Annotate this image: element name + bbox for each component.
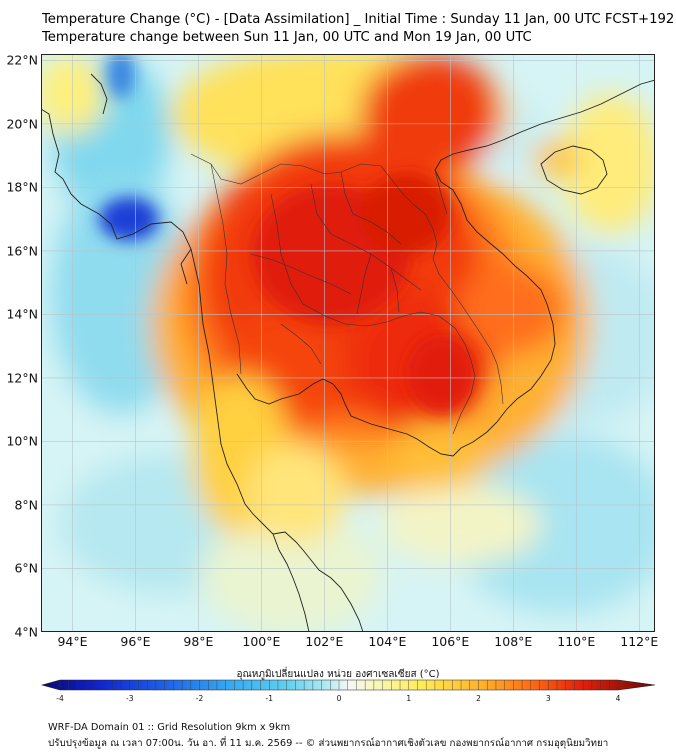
colorbar-tick-label: 1 (406, 694, 412, 703)
map-panel (40, 54, 656, 633)
lon-tick-label: 104°E (368, 634, 407, 649)
lon-tick-label: 96°E (120, 634, 151, 649)
colorbar-strip (40, 679, 656, 691)
footer-model-info: WRF-DA Domain 01 :: Grid Resolution 9km … (48, 722, 291, 733)
colorbar-tick-label: 0 (336, 694, 342, 703)
colorbar-tick-label: 2 (476, 694, 481, 703)
lat-tick-label: 20°N (6, 116, 38, 132)
lat-tick-label: 8°N (14, 497, 38, 513)
lat-tick-label: 6°N (14, 560, 38, 576)
lon-tick-label: 102°E (305, 634, 344, 649)
lon-tick-label: 98°E (183, 634, 214, 649)
map-border (41, 54, 655, 632)
lon-tick-label: 108°E (494, 634, 533, 649)
colorbar-tick-label: -1 (265, 694, 273, 703)
admin-borders (190, 153, 504, 435)
coastlines (40, 73, 656, 633)
lat-tick-label: 18°N (6, 179, 38, 195)
lon-tick-label: 100°E (242, 634, 281, 649)
colorbar-tick-label: -3 (126, 694, 134, 703)
temperature-change-map (40, 54, 656, 633)
lat-tick-label: 16°N (6, 243, 38, 259)
lon-tick-label: 110°E (557, 634, 596, 649)
colorbar-tick-label: -4 (56, 694, 64, 703)
lat-tick-label: 4°N (14, 624, 38, 640)
colorbar (40, 679, 656, 691)
chart-subtitle: Temperature change between Sun 11 Jan, 0… (42, 30, 532, 45)
colorbar-tick-label: -2 (195, 694, 204, 703)
colorbar-tick-label: 3 (545, 694, 551, 703)
lat-tick-label: 22°N (6, 52, 38, 68)
colorbar-title: อุณหภูมิเปลี่ยนแปลง หน่วย องศาเซลเซียส (… (236, 669, 440, 680)
lon-tick-label: 106°E (431, 634, 470, 649)
graticule (41, 54, 655, 633)
lon-tick-label: 112°E (620, 634, 659, 649)
chart-title: Temperature Change (°C) - [Data Assimila… (42, 12, 675, 27)
footer-credits: ปรับปรุงข้อมูล ณ เวลา 07:00น. วัน อา. ที… (48, 738, 609, 749)
temperature-field (41, 54, 655, 632)
lat-tick-label: 14°N (6, 306, 38, 322)
lat-tick-label: 12°N (6, 370, 38, 386)
lat-tick-label: 10°N (6, 433, 38, 449)
lon-tick-label: 94°E (57, 634, 88, 649)
colorbar-tick-label: 4 (615, 694, 621, 703)
